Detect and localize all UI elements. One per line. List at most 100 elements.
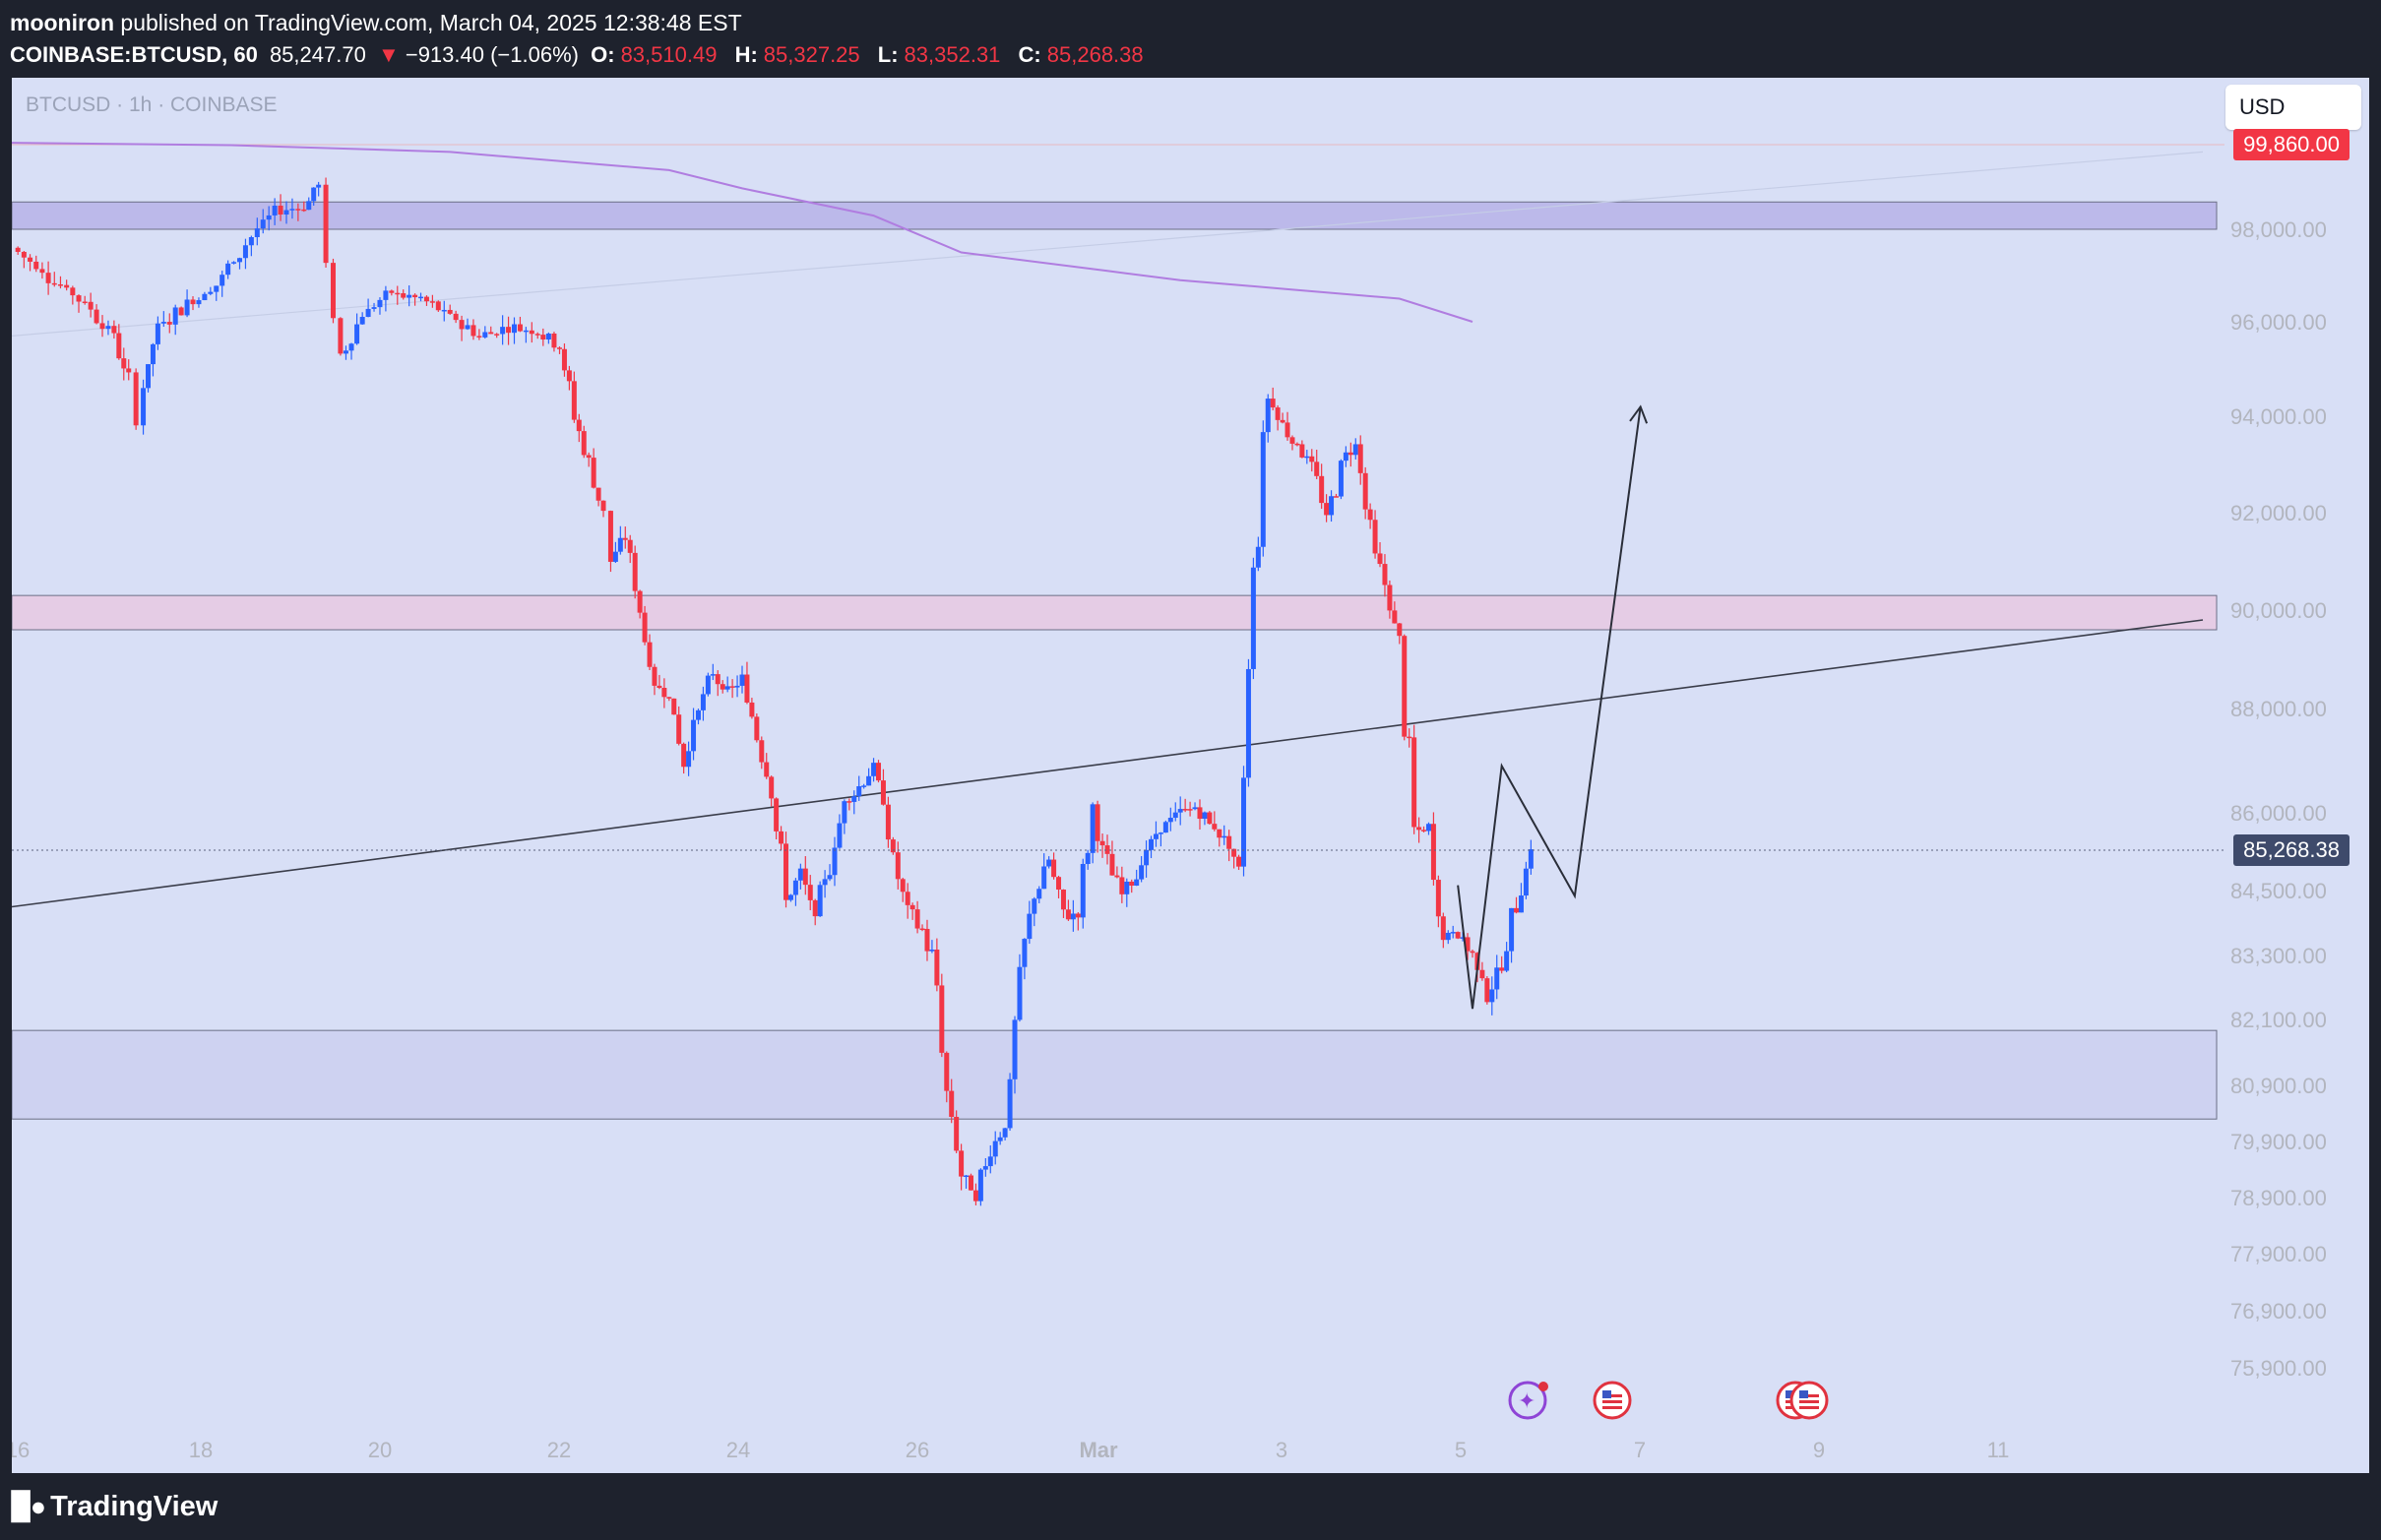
candle-body <box>661 688 667 698</box>
candle-body <box>21 251 27 258</box>
candle-body <box>94 309 99 324</box>
candle-body <box>1489 989 1495 1003</box>
candle-body <box>729 686 735 688</box>
candle-body <box>1347 452 1353 456</box>
candle-body <box>797 868 803 881</box>
candle-body <box>827 875 833 880</box>
candle-body <box>700 694 706 710</box>
candle-body <box>523 330 529 333</box>
candle-body <box>1090 804 1096 853</box>
y-axis-label: 78,900.00 <box>2230 1186 2327 1210</box>
candle-body <box>890 839 896 853</box>
candle-body <box>1007 1078 1013 1129</box>
candle-body <box>1333 496 1339 498</box>
y-axis-label: 82,100.00 <box>2230 1008 2327 1032</box>
us-flag-event-icon-canton <box>1786 1390 1794 1398</box>
candle-body <box>1046 859 1052 867</box>
currency-button[interactable]: USD <box>2225 85 2361 130</box>
candle-body <box>1338 461 1344 497</box>
price-chart[interactable]: 98,000.00 96,000.00 94,000.00 92,000.00 90,0… <box>12 78 2369 1473</box>
candle-body <box>116 333 122 359</box>
candle-body <box>561 348 567 371</box>
candle-body <box>225 263 231 276</box>
candle-body <box>720 684 725 690</box>
candle-body <box>1421 830 1427 832</box>
candle-body <box>992 1140 998 1157</box>
close-value: 85,268.38 <box>1046 42 1144 67</box>
x-axis-label: 3 <box>1276 1438 1287 1462</box>
candle-body <box>202 293 208 301</box>
candle-body <box>260 219 266 229</box>
candle-body <box>295 209 301 211</box>
candle-body <box>407 294 412 298</box>
candle-body <box>133 372 139 426</box>
candle-body <box>166 322 172 325</box>
candle-body <box>622 537 628 540</box>
candle-body <box>1187 809 1193 811</box>
candle-body <box>822 879 828 886</box>
candle-body <box>1153 833 1159 839</box>
candle-body <box>557 347 562 349</box>
chart-pane[interactable]: 98,000.00 96,000.00 94,000.00 92,000.00 90,0… <box>12 78 2369 1473</box>
candle-body <box>1095 804 1100 841</box>
candle-body <box>323 184 329 264</box>
candle-body <box>1226 835 1232 849</box>
x-axis-label: 22 <box>547 1438 571 1462</box>
candle-body <box>627 539 633 553</box>
candle-body <box>1289 437 1295 444</box>
y-axis-label: 84,500.00 <box>2230 879 2327 903</box>
candle-body <box>1260 432 1266 547</box>
candle-body <box>1425 824 1431 832</box>
candle-body <box>1182 809 1188 811</box>
x-axis-label: 9 <box>1813 1438 1825 1462</box>
candle-body <box>248 237 254 246</box>
candle-body <box>1114 875 1120 878</box>
candle-body <box>1314 462 1320 476</box>
candle-body <box>977 1169 983 1201</box>
candle-body <box>354 324 360 344</box>
events-sparkle-glyph: ✦ <box>1518 1389 1535 1414</box>
candle-body <box>348 343 354 351</box>
candle-body <box>1465 937 1471 952</box>
candle-body <box>968 1175 973 1191</box>
candle-body <box>617 537 623 552</box>
candle-body <box>759 740 765 763</box>
candle-body <box>632 552 638 591</box>
candle-body <box>76 295 82 302</box>
candle-body <box>377 299 383 308</box>
candle-body <box>871 763 877 776</box>
candle-body <box>470 325 476 337</box>
candle-body <box>1265 399 1271 433</box>
candle-body <box>1397 623 1403 637</box>
candle-body <box>1450 932 1456 934</box>
candle-body <box>1392 610 1398 624</box>
price-change: −913.40 (−1.06%) <box>405 42 579 67</box>
y-axis-label: 92,000.00 <box>2230 501 2327 525</box>
candle-body <box>949 1090 955 1117</box>
candle-body <box>612 551 618 562</box>
candle-body <box>1075 913 1081 918</box>
high-value: 85,327.25 <box>763 42 860 67</box>
candle-body <box>749 702 755 717</box>
candle-body <box>1144 849 1150 866</box>
candle-body <box>1085 852 1091 864</box>
close-label: C: <box>1018 42 1041 67</box>
candle-body <box>423 296 429 302</box>
candle-body <box>676 714 682 744</box>
candle-body <box>832 847 838 876</box>
tradingview-logo[interactable]: ▉● TradingView <box>12 1489 218 1524</box>
candle-body <box>105 326 111 330</box>
candle-body <box>184 299 190 316</box>
y-axis-label: 88,000.00 <box>2230 697 2327 721</box>
candle-body <box>208 291 214 294</box>
candle-body <box>1212 824 1218 830</box>
candle-body <box>401 293 407 298</box>
author-name[interactable]: mooniron <box>10 10 115 35</box>
candle-body <box>987 1156 993 1167</box>
candle-body <box>141 388 147 426</box>
candle-body <box>1207 812 1213 825</box>
candle-body <box>1407 736 1412 739</box>
y-axis-label: 79,900.00 <box>2230 1130 2327 1154</box>
candle-body <box>807 885 813 900</box>
support-resistance-zone-2 <box>12 1029 2218 1120</box>
